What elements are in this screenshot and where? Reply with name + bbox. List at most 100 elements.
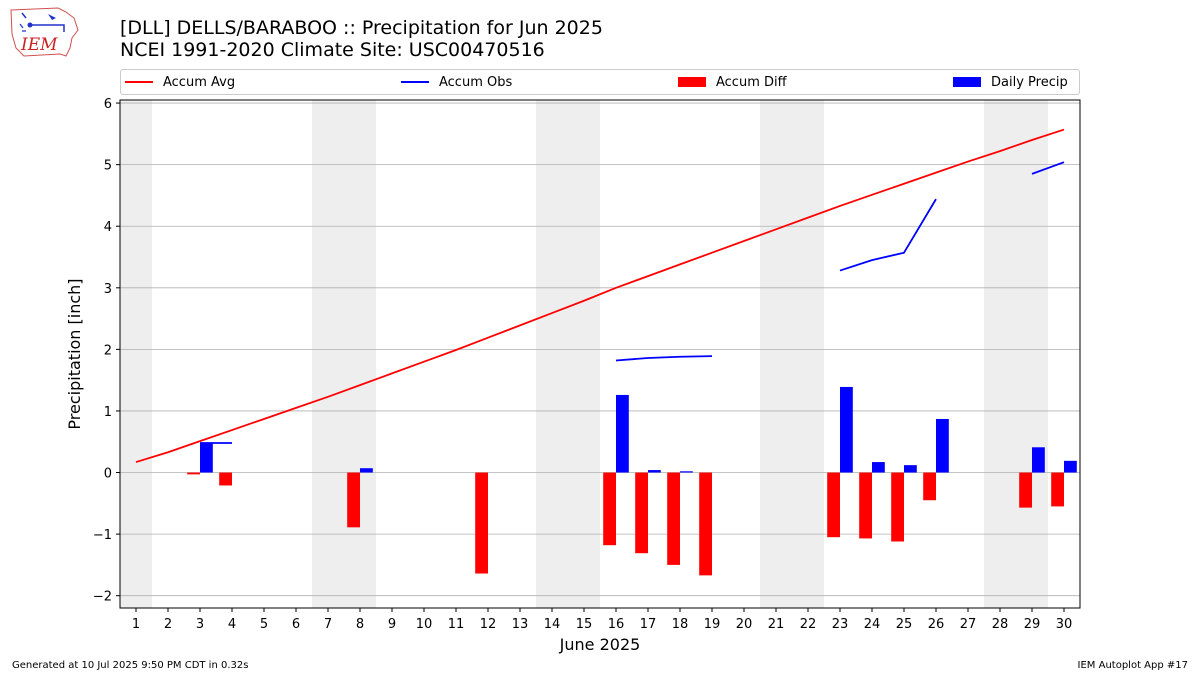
accum-diff-bar-day-12 — [475, 472, 488, 574]
chart-subtitle: NCEI 1991-2020 Climate Site: USC00470516 — [120, 39, 545, 61]
x-tick-label: 25 — [896, 617, 913, 632]
daily-precip-bar-day-30 — [1064, 460, 1077, 473]
accum-obs-line-segment-2 — [839, 198, 937, 272]
accum-avg-line-segment-0 — [135, 128, 1065, 463]
weekend-shade-day-28 — [984, 100, 1016, 608]
logo-text: IEM — [20, 35, 58, 55]
x-tick-label: 21 — [768, 617, 785, 632]
accum-diff-bar-day-29 — [1019, 472, 1032, 508]
y-tick-label: 2 — [104, 343, 112, 358]
y-tick-label: −1 — [93, 528, 112, 543]
iem-logo: IEM — [10, 7, 79, 57]
generated-note: Generated at 10 Jul 2025 9:50 PM CDT in … — [12, 660, 249, 671]
x-tick-label: 15 — [576, 617, 593, 632]
app-note: IEM Autoplot App #17 — [1077, 660, 1188, 671]
x-tick-label: 14 — [544, 617, 561, 632]
x-tick-label: 1 — [132, 617, 140, 632]
weekend-shade-day-21 — [760, 100, 792, 608]
y-tick-label: 0 — [104, 467, 112, 482]
legend-label-daily-precip: Daily Precip — [991, 74, 1068, 90]
accum-obs-line-segment-3 — [1031, 161, 1065, 175]
weekend-shade-day-14 — [536, 100, 568, 608]
y-tick-label: 1 — [104, 405, 112, 420]
y-tick-label: 5 — [104, 159, 112, 174]
legend-swatch-accum-diff — [678, 77, 706, 87]
plot-frame — [119, 99, 1081, 609]
legend-label-accum-obs: Accum Obs — [439, 74, 513, 90]
accum-diff-bar-day-23 — [827, 472, 840, 538]
y-tick-label: −2 — [93, 590, 112, 605]
daily-precip-bar-day-25 — [904, 465, 917, 473]
y-axis-label: Precipitation [inch] — [65, 278, 84, 429]
x-tick-label: 4 — [228, 617, 236, 632]
weekend-shade-day-22 — [792, 100, 824, 608]
daily-precip-bar-day-17 — [648, 470, 661, 473]
daily-precip-bar-day-23 — [840, 386, 853, 473]
legend-item-accum-avg: Accum Avg — [125, 70, 235, 94]
x-tick-label: 10 — [416, 617, 433, 632]
accum-diff-bar-day-8 — [347, 472, 360, 528]
chart-title: [DLL] DELLS/BARABOO :: Precipitation for… — [120, 17, 603, 39]
y-tick-label: 6 — [104, 97, 112, 112]
weekend-shading — [120, 100, 1048, 608]
accum-diff-bar-day-3 — [187, 472, 200, 475]
x-tick-label: 3 — [196, 617, 204, 632]
accum-diff-bar-day-16 — [603, 472, 616, 546]
x-tick-label: 8 — [356, 617, 364, 632]
daily-precip-bar-day-18 — [680, 471, 693, 473]
lines — [135, 128, 1065, 463]
x-tick-label: 22 — [800, 617, 817, 632]
legend-item-accum-diff: Accum Diff — [678, 70, 787, 94]
accum-diff-bar-day-25 — [891, 472, 904, 542]
x-tick-label: 20 — [736, 617, 753, 632]
x-tick-label: 9 — [388, 617, 396, 632]
x-tick-label: 23 — [832, 617, 849, 632]
weekend-shade-day-8 — [344, 100, 376, 608]
accum-diff-bar-day-26 — [923, 472, 936, 501]
x-tick-label: 5 — [260, 617, 268, 632]
daily-precip-bar-day-24 — [872, 462, 885, 473]
weekend-shade-day-1 — [120, 100, 152, 608]
weekend-shade-day-29 — [1016, 100, 1048, 608]
x-tick-label: 11 — [448, 617, 465, 632]
x-tick-label: 7 — [324, 617, 332, 632]
x-tick-label: 2 — [164, 617, 172, 632]
x-tick-label: 12 — [480, 617, 497, 632]
legend-label-accum-avg: Accum Avg — [163, 74, 236, 90]
x-tick-label: 6 — [292, 617, 300, 632]
legend-item-accum-obs: Accum Obs — [401, 70, 512, 94]
x-tick-label: 26 — [928, 617, 945, 632]
y-tick-label: 4 — [104, 220, 112, 235]
x-tick-label: 16 — [608, 617, 625, 632]
legend-swatch-daily-precip — [953, 77, 981, 87]
legend-swatch-accum-avg — [125, 81, 153, 83]
daily-precip-bar-day-26 — [936, 418, 949, 473]
x-tick-label: 13 — [512, 617, 529, 632]
x-tick-label: 28 — [992, 617, 1009, 632]
x-tick-label: 24 — [864, 617, 881, 632]
weekend-shade-day-7 — [312, 100, 344, 608]
accum-diff-bar-day-30 — [1051, 472, 1064, 507]
x-tick-label: 27 — [960, 617, 977, 632]
gridlines — [120, 102, 1080, 597]
legend-item-daily-precip: Daily Precip — [953, 70, 1068, 94]
accum-diff-bar-day-18 — [667, 472, 680, 565]
x-tick-label: 17 — [640, 617, 657, 632]
weekend-shade-day-15 — [568, 100, 600, 608]
accum-diff-bar-day-19 — [699, 472, 712, 576]
y-tick-label: 3 — [104, 282, 112, 297]
x-tick-label: 18 — [672, 617, 689, 632]
x-tick-label: 19 — [704, 617, 721, 632]
x-axis-label: June 2025 — [559, 635, 641, 654]
bars — [187, 386, 1077, 576]
accum-diff-bar-day-17 — [635, 472, 648, 554]
accum-obs-line-segment-1 — [615, 355, 713, 362]
daily-precip-bar-day-3 — [200, 442, 213, 473]
legend-swatch-accum-obs — [401, 81, 429, 83]
accum-diff-bar-day-24 — [859, 472, 872, 539]
daily-precip-bar-day-8 — [360, 468, 373, 473]
daily-precip-bar-day-16 — [616, 394, 629, 473]
x-tick-label: 29 — [1024, 617, 1041, 632]
